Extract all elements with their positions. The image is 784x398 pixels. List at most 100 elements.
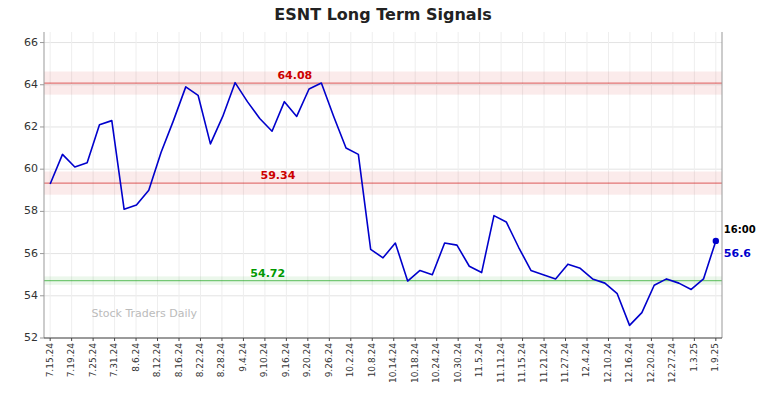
y-tick-label: 66	[24, 36, 38, 49]
x-tick	[372, 338, 373, 341]
y-axis-line	[44, 32, 45, 338]
annotation: 56.6	[724, 247, 751, 260]
y-tick-label: 64	[24, 78, 38, 91]
x-tick	[114, 338, 115, 341]
x-tick-label: 9.10.24	[259, 343, 269, 378]
reference-line	[44, 280, 722, 281]
y-tick-label: 52	[24, 331, 38, 344]
grid-line-y	[44, 126, 722, 127]
y-tick	[40, 211, 44, 212]
x-tick-label: 9.16.24	[281, 343, 291, 378]
x-tick-label: 12.10.24	[603, 343, 613, 383]
x-tick-label: 1.3.25	[689, 343, 699, 372]
watermark: Stock Traders Daily	[91, 307, 197, 320]
reference-label: 59.34	[261, 169, 296, 182]
x-tick-label: 9.26.24	[324, 343, 334, 378]
grid-line-y	[44, 253, 722, 254]
x-tick	[586, 338, 587, 341]
x-tick	[264, 338, 265, 341]
y-tick-label: 56	[24, 247, 38, 260]
x-tick-label: 8.16.24	[174, 343, 184, 378]
x-tick	[157, 338, 158, 341]
x-tick	[629, 338, 630, 341]
x-tick-label: 11.11.24	[496, 343, 506, 383]
x-tick-label: 11.27.24	[560, 343, 570, 383]
x-tick	[350, 338, 351, 341]
x-tick-label: 10.8.24	[367, 343, 377, 378]
y-tick	[40, 295, 44, 296]
y-tick	[40, 42, 44, 43]
x-tick-label: 11.15.24	[517, 343, 527, 383]
x-tick	[415, 338, 416, 341]
x-tick-label: 7.25.24	[88, 343, 98, 378]
y-tick	[40, 126, 44, 127]
x-tick	[715, 338, 716, 341]
x-tick	[501, 338, 502, 341]
x-tick-label: 10.2.24	[345, 343, 355, 378]
x-tick-label: 7.19.24	[66, 343, 76, 378]
x-tick-label: 8.6.24	[131, 343, 141, 372]
x-tick-label: 1.9.25	[710, 343, 720, 372]
annotation: 16:00	[724, 224, 756, 235]
x-tick-label: 10.24.24	[431, 343, 441, 383]
title: ESNT Long Term Signals	[274, 5, 491, 24]
last-point	[713, 238, 719, 244]
grid-line-y	[44, 211, 722, 212]
grid	[44, 32, 722, 338]
y-tick	[40, 169, 44, 170]
x-tick-label: 12.27.24	[667, 343, 677, 383]
x-tick-label: 12.20.24	[646, 343, 656, 383]
reference-band	[44, 71, 722, 94]
y-tick	[40, 84, 44, 85]
grid-line-y	[44, 169, 722, 170]
x-tick-label: 8.28.24	[216, 343, 226, 378]
x-tick	[565, 338, 566, 341]
x-tick-label: 11.21.24	[539, 343, 549, 383]
reference-band	[44, 171, 722, 194]
x-tick-label: 10.18.24	[410, 343, 420, 383]
y-tick-label: 60	[24, 162, 38, 175]
x-tick-label: 8.22.24	[195, 343, 205, 378]
x-tick-label: 11.5.24	[474, 343, 484, 378]
x-tick	[221, 338, 222, 341]
x-tick-label: 8.12.24	[152, 343, 162, 378]
x-tick	[136, 338, 137, 341]
x-tick-label: 12.4.24	[581, 343, 591, 378]
reference-band	[44, 276, 722, 284]
x-tick-label: 9.20.24	[302, 343, 312, 378]
x-axis-line	[44, 338, 722, 339]
reference-label: 54.72	[250, 267, 285, 280]
x-tick	[329, 338, 330, 341]
x-tick	[243, 338, 244, 341]
x-tick	[522, 338, 523, 341]
x-tick	[544, 338, 545, 341]
plot-area	[44, 71, 722, 325]
x-tick	[458, 338, 459, 341]
x-tick-label: 9.4.24	[238, 343, 248, 372]
x-tick	[694, 338, 695, 341]
grid-line-y	[44, 42, 722, 43]
texts: 64.08 59.34 54.72 16:00 56.6 Stock Traders Da…	[91, 5, 755, 320]
x-tick-label: 10.30.24	[453, 343, 463, 383]
x-tick	[71, 338, 72, 341]
x-tick-label: 10.14.24	[388, 343, 398, 383]
reference-line	[44, 82, 722, 83]
x-tick	[286, 338, 287, 341]
x-tick	[93, 338, 94, 341]
grid-line-y	[44, 338, 722, 339]
y-tick-label: 54	[24, 289, 38, 302]
x-tick	[179, 338, 180, 341]
y-tick-label: 58	[24, 204, 38, 217]
x-tick	[436, 338, 437, 341]
right-axis-line	[722, 32, 723, 338]
reference-label: 64.08	[277, 69, 312, 82]
x-tick	[393, 338, 394, 341]
x-tick	[651, 338, 652, 341]
x-tick	[307, 338, 308, 341]
x-tick-label: 12.16.24	[624, 343, 634, 383]
y-tick-label: 62	[24, 120, 38, 133]
x-tick-label: 7.15.24	[45, 343, 55, 378]
x-tick	[200, 338, 201, 341]
price-line	[50, 83, 716, 326]
x-tick	[608, 338, 609, 341]
